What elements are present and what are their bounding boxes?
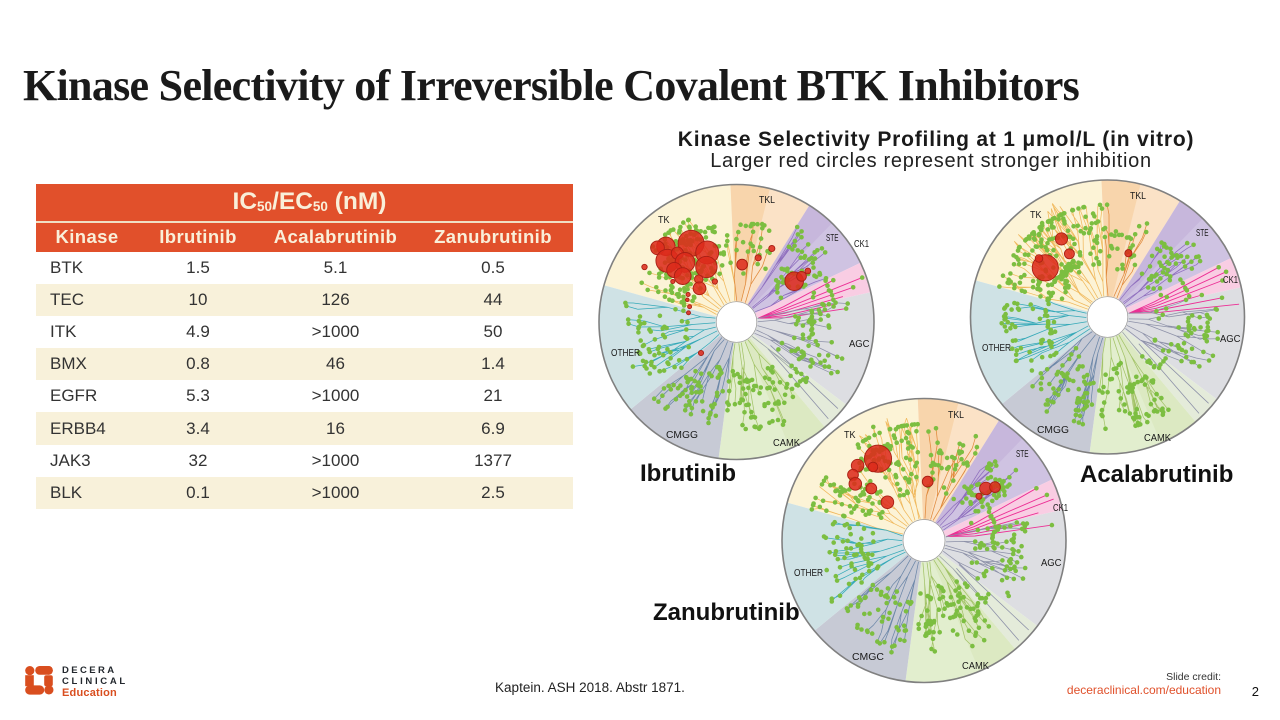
svg-text:STE: STE (1016, 448, 1029, 460)
svg-text:TKL: TKL (948, 409, 964, 421)
svg-text:CMGC: CMGC (852, 651, 884, 663)
svg-text:CK1: CK1 (1223, 274, 1238, 286)
svg-text:OTHER: OTHER (611, 347, 640, 359)
svg-text:CK1: CK1 (1053, 502, 1068, 514)
svg-text:CMGG: CMGG (1037, 424, 1069, 436)
svg-text:AGC: AGC (849, 338, 870, 350)
svg-text:CK1: CK1 (854, 238, 869, 250)
svg-text:TK: TK (844, 429, 856, 441)
svg-text:CAMK: CAMK (1144, 432, 1171, 444)
svg-text:TKL: TKL (1130, 190, 1146, 202)
svg-text:STE: STE (1196, 227, 1209, 239)
svg-text:OTHER: OTHER (982, 342, 1011, 354)
svg-text:TK: TK (1030, 209, 1042, 221)
svg-text:CMGG: CMGG (666, 429, 698, 441)
svg-text:TKL: TKL (759, 194, 775, 206)
svg-text:CAMK: CAMK (962, 660, 989, 672)
svg-text:CAMK: CAMK (773, 437, 800, 449)
svg-text:OTHER: OTHER (794, 567, 823, 579)
svg-text:STE: STE (826, 232, 839, 244)
svg-text:TK: TK (658, 214, 670, 226)
svg-text:AGC: AGC (1220, 333, 1241, 345)
svg-text:AGC: AGC (1041, 557, 1062, 569)
